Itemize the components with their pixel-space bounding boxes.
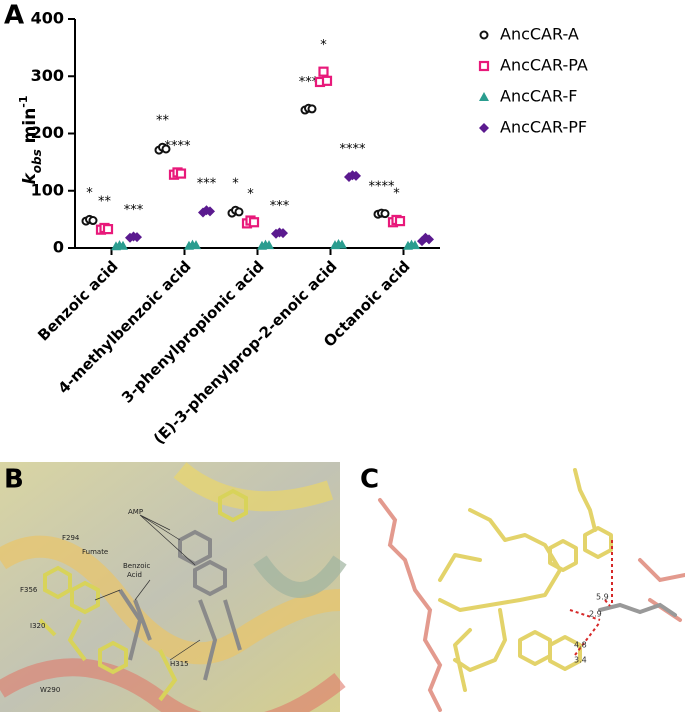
ligands: [118, 529, 242, 681]
significance: **: [156, 114, 170, 129]
point: [478, 60, 490, 72]
point: [337, 239, 347, 249]
significance: ***: [270, 199, 290, 214]
panel-c: 5.9 2.9 4.8 3.4 C: [360, 465, 685, 712]
significance: *: [393, 186, 400, 201]
significance: ***: [299, 75, 319, 90]
residues: [38, 488, 248, 702]
significance: ****: [369, 180, 396, 195]
ligand: [598, 602, 677, 617]
point: [394, 215, 406, 227]
y-tick-label: 0: [53, 238, 64, 257]
point: [205, 206, 215, 217]
significance: *: [320, 38, 327, 53]
label: Acid: [127, 571, 142, 579]
significance: ****: [165, 139, 192, 154]
point: [318, 66, 329, 77]
distance-label: 2.9: [589, 610, 602, 619]
panel-label: C: [360, 465, 379, 495]
point: [118, 240, 128, 250]
point: [410, 240, 420, 250]
label: I320: [30, 622, 45, 630]
point: [234, 207, 244, 217]
panel-label: A: [4, 1, 24, 31]
y-label-main: k: [20, 172, 40, 185]
panel-label: B: [4, 465, 24, 495]
legend-label: AncCAR-F: [500, 87, 577, 106]
point: [264, 240, 274, 250]
label: AMP: [128, 508, 143, 516]
point: [248, 217, 260, 228]
significance: *: [86, 186, 93, 201]
y-tick-label: 200: [31, 123, 64, 142]
x-tick-label: 3-phenylpropionic acid: [118, 257, 267, 406]
y-label-unit: min: [20, 108, 40, 150]
point: [175, 168, 187, 179]
point: [102, 224, 114, 235]
point: [161, 144, 171, 154]
distances: [569, 540, 613, 656]
distance-label: 4.8: [574, 641, 587, 650]
point: [479, 30, 489, 40]
point: [424, 234, 434, 245]
y-tick-label: 400: [31, 9, 64, 28]
point: [351, 170, 361, 181]
label: F294: [62, 534, 80, 542]
label: F356: [20, 586, 38, 594]
label: Benzoic: [123, 562, 150, 570]
point: [380, 209, 390, 219]
significance: *: [232, 177, 239, 192]
label: Fumate: [82, 548, 108, 556]
point: [88, 216, 98, 226]
y-axis-label: kobs min-1: [17, 95, 44, 184]
legend-label: AncCAR-PF: [500, 118, 587, 137]
point: [307, 104, 317, 114]
y-tick-label: 100: [31, 180, 64, 199]
significance: ****: [340, 142, 367, 157]
point: [278, 228, 288, 239]
distance-label: 5.9: [596, 593, 609, 602]
ribbon: [0, 535, 341, 665]
leaders: [94, 514, 201, 661]
y-label-sub: obs: [30, 149, 44, 173]
y-tick-label: 300: [31, 66, 64, 85]
significance: ***: [197, 177, 217, 192]
residues: [438, 468, 613, 692]
label: W290: [40, 686, 60, 694]
significance: ***: [124, 203, 144, 218]
panel-b: AMP Fumate Benzoic Acid F294 F356 I320 W…: [0, 462, 347, 712]
point: [191, 240, 201, 250]
y-label-sup: -1: [17, 95, 30, 107]
label: H315: [170, 660, 189, 668]
legend-label: AncCAR-A: [500, 25, 579, 44]
significance: **: [98, 194, 112, 209]
legend-label: AncCAR-PA: [500, 56, 588, 75]
ribbon: [253, 555, 347, 598]
point: [132, 232, 142, 243]
point: [479, 92, 489, 101]
distance-label: 3.4: [574, 656, 587, 665]
significance: *: [247, 187, 254, 202]
point: [321, 75, 333, 86]
point: [479, 123, 489, 133]
backbone: [378, 498, 685, 712]
x-tick-label: 4-methylbenzoic acid: [54, 257, 194, 397]
